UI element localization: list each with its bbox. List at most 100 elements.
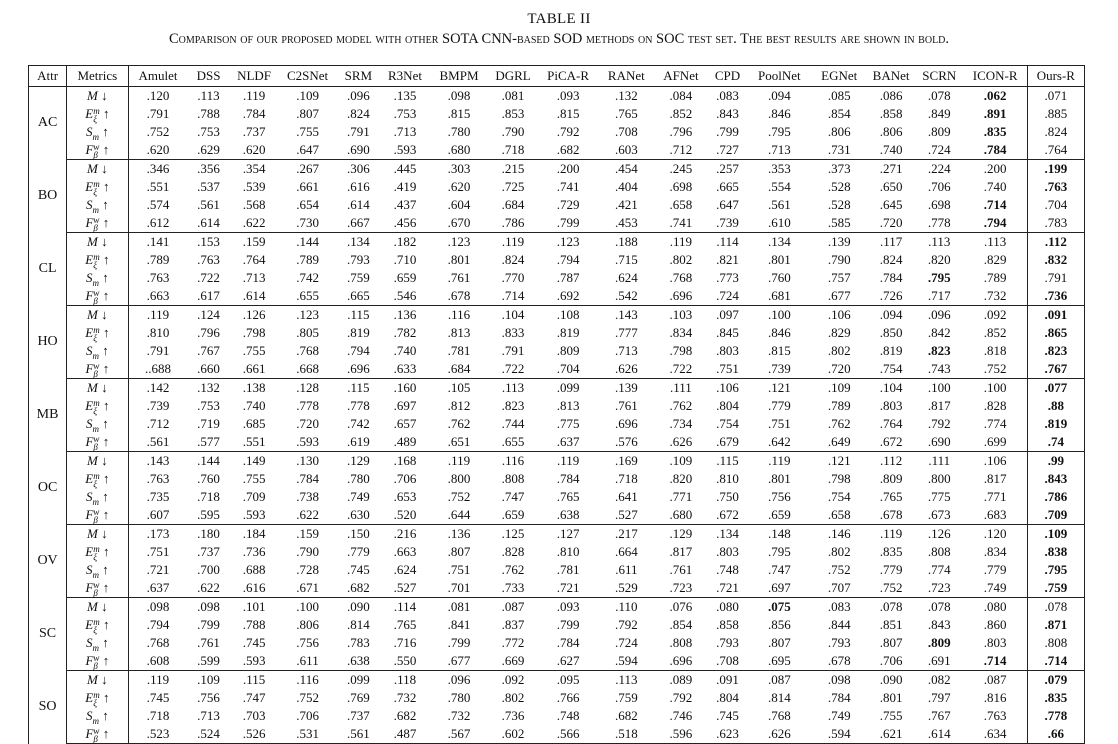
table-cell: .771 <box>669 489 693 505</box>
table-cell: .807 <box>879 635 903 651</box>
table-cell: .778 <box>347 398 370 414</box>
table-cell: .303 <box>447 161 471 177</box>
table-cell: .760 <box>197 471 220 487</box>
table-cell: .100 <box>983 380 1007 396</box>
table-cell: .788 <box>197 106 220 121</box>
table-cell: .136 <box>447 526 471 542</box>
metric-label: M ↓ <box>66 524 129 544</box>
metric-label: S m ↑ <box>66 488 129 507</box>
table-cell: .751 <box>767 416 791 432</box>
table-cell: .103 <box>669 307 693 323</box>
table-cell: .795 <box>1026 561 1086 580</box>
table-cell: .404 <box>614 179 638 195</box>
table-cell: .735 <box>146 489 170 505</box>
table-cell: .801 <box>879 690 903 706</box>
table-cell: .614 <box>914 725 964 744</box>
table-cell: .720 <box>296 416 319 432</box>
table-cell: .665 <box>716 179 739 195</box>
table-cell: .637 <box>537 433 599 453</box>
table-cell: .757 <box>827 270 851 286</box>
table-cell: .775 <box>556 416 580 432</box>
table-cell: .786 <box>488 214 538 234</box>
table-cell: .611 <box>615 562 638 578</box>
table-cell: .653 <box>393 489 417 505</box>
table-cell: .808 <box>501 471 525 487</box>
table-cell: .713 <box>197 708 220 724</box>
table-cell: .650 <box>879 179 903 195</box>
table-cell: .762 <box>447 416 471 432</box>
table-cell: .623 <box>707 725 748 744</box>
column-header: Ours-R <box>1026 65 1086 87</box>
table-cell: .773 <box>716 270 739 286</box>
table-cell: .792 <box>556 124 580 140</box>
table-cell: .720 <box>867 214 915 234</box>
table-cell: .703 <box>242 708 266 724</box>
table-cell: .641 <box>614 489 638 505</box>
table-cell: .714 <box>488 287 538 307</box>
table-cell: .759 <box>614 690 638 706</box>
table-cell: .150 <box>347 526 370 542</box>
table-cell: .113 <box>501 380 525 396</box>
table-cell: .841 <box>447 617 471 633</box>
table-cell: .828 <box>983 398 1007 414</box>
table-cell: .551 <box>229 433 279 453</box>
table-cell: .682 <box>537 141 599 161</box>
table-cell: .790 <box>296 544 319 560</box>
table-cell: .765 <box>614 106 638 121</box>
table-cell: ..688 <box>128 360 188 380</box>
table-cell: .142 <box>146 380 170 396</box>
table-cell: .078 <box>927 599 951 615</box>
table-cell: .713 <box>747 141 812 161</box>
table-cell: .593 <box>380 141 430 161</box>
table-cell: .083 <box>716 88 739 103</box>
table-cell: .837 <box>501 617 525 633</box>
attribute-label: SO <box>27 670 68 744</box>
table-cell: .763 <box>197 252 220 268</box>
table-cell: .106 <box>827 307 851 323</box>
table-cell: .132 <box>614 88 638 103</box>
table-cell: .770 <box>501 270 525 286</box>
table-cell: .576 <box>598 433 655 453</box>
table-cell: .696 <box>654 652 708 672</box>
table-cell: .682 <box>614 708 638 724</box>
table-cell: .803 <box>983 635 1007 651</box>
table-cell: .620 <box>128 141 188 161</box>
table-row: S m ↑ .791 .767 .755 .768 .794 .740 .781 .791 .80… <box>29 342 1086 361</box>
table-cell: .745 <box>716 708 739 724</box>
table-cell: .624 <box>393 562 417 578</box>
table-cell: .115 <box>716 453 739 469</box>
attribute-label: SC <box>27 597 68 671</box>
table-cell: .668 <box>278 360 337 380</box>
table-cell: .712 <box>146 416 170 432</box>
table-cell: .858 <box>716 617 739 633</box>
table-cell: .736 <box>242 544 266 560</box>
table-cell: .714 <box>1026 652 1086 672</box>
table-cell: .160 <box>393 380 417 396</box>
table-cell: .184 <box>242 526 266 542</box>
table-cell: .706 <box>296 708 319 724</box>
table-cell: .779 <box>767 398 791 414</box>
table-cell: .748 <box>716 562 739 578</box>
table-cell: .777 <box>614 325 638 341</box>
table-cell: .080 <box>983 599 1007 615</box>
table-cell: .527 <box>598 506 655 526</box>
table-cell: .739 <box>146 398 170 414</box>
table-cell: .672 <box>707 506 748 526</box>
table-cell: .215 <box>501 161 525 177</box>
table-caption: Comparison of our proposed model with ot… <box>168 31 950 47</box>
table-cell: .659 <box>488 506 538 526</box>
table-cell: .845 <box>716 325 739 341</box>
table-cell: .078 <box>879 599 903 615</box>
table-cell: .788 <box>242 617 266 633</box>
table-cell: .075 <box>767 599 791 615</box>
table-cell: .611 <box>278 652 337 672</box>
table-cell: .737 <box>347 708 370 724</box>
table-cell: .739 <box>707 214 748 234</box>
